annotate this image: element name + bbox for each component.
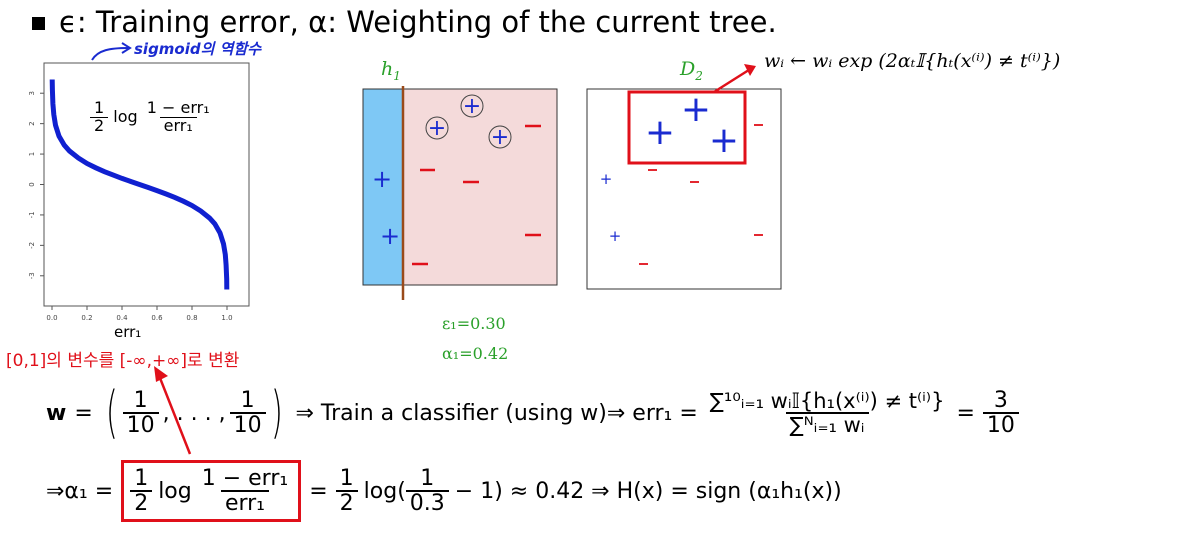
range-note-arrow [154, 366, 192, 455]
equation-line-1: w = ( 1 10 , . . . , 1 10 ) ⇒ Train a clas… [46, 376, 1019, 450]
y-tick-label: 1 [28, 152, 36, 156]
x-tick-label: 1.0 [221, 314, 232, 322]
d2-small-plus: + + [600, 170, 622, 245]
h1-plus-marks: + + [372, 165, 400, 250]
sigmoid-note-arrow [91, 42, 132, 61]
open-paren: ( [105, 380, 118, 445]
svg-text:+: + [609, 227, 622, 245]
y-tick-label: 2 [28, 121, 36, 125]
x-tick-label: 0.8 [186, 314, 197, 322]
d2-label: D2 [680, 58, 703, 83]
range-note: [0,1]의 변수를 [-∞,+∞]로 변환 [6, 351, 240, 371]
h1-circled-plus: + + + [425, 94, 512, 150]
svg-text:+: + [645, 112, 675, 153]
x-tick-label: 0.6 [151, 314, 163, 322]
bullet-icon [32, 17, 45, 30]
svg-text:+: + [428, 116, 446, 141]
y-tick-label: -1 [28, 211, 36, 218]
h1-right-region [402, 88, 558, 286]
inverse-sigmoid-plot: 3 2 1 0 -1 -2 -3 0.0 0.2 0.4 0.6 0.8 1.0 [28, 62, 250, 322]
svg-text:+: + [380, 222, 400, 250]
svg-text:+: + [372, 165, 392, 193]
x-tick-label: 0.0 [46, 314, 57, 322]
d2-minus-marks [639, 124, 763, 265]
x-tick-label: 0.2 [81, 314, 92, 322]
d2-frame [586, 88, 782, 290]
svg-text:+: + [709, 120, 739, 161]
plot-curve [49, 79, 230, 290]
svg-text:+: + [681, 89, 711, 130]
sigmoid-note: sigmoid의 역함수 [134, 40, 262, 58]
svg-text:+: + [600, 170, 613, 188]
d2-large-plus: + + + [645, 89, 739, 161]
x-tick-label: 0.4 [116, 314, 128, 322]
epsilon-value: ε₁=0.30 [442, 314, 506, 333]
y-tick-label: 3 [28, 91, 36, 95]
plot-xlabel: err₁ [114, 323, 142, 341]
alpha-value: α₁=0.42 [442, 344, 509, 363]
svg-text:+: + [463, 94, 481, 119]
d2-panel: + + + + + [586, 88, 782, 290]
d2-highlight-box [627, 90, 747, 165]
close-paren: ) [270, 380, 283, 445]
h1-left-region [362, 88, 404, 286]
svg-text:+: + [491, 125, 509, 150]
h1-label: h1 [381, 58, 401, 83]
h1-minus-marks [412, 124, 541, 266]
y-tick-label: -2 [28, 242, 36, 249]
y-tick-label: -3 [28, 272, 36, 279]
y-tick-label: 0 [28, 182, 36, 186]
h1-panel: + + + + + [362, 86, 558, 300]
weight-update-formula: wᵢ ← wᵢ exp (2αₜ𝕀{hₜ(x⁽ⁱ⁾) ≠ t⁽ⁱ⁾}) [764, 50, 1061, 72]
slide-heading: ϵ: Training error, α: Weighting of the c… [32, 4, 777, 40]
heading-text: ϵ: Training error, α: Weighting of the c… [59, 5, 777, 39]
weight-update-arrow [713, 64, 756, 94]
